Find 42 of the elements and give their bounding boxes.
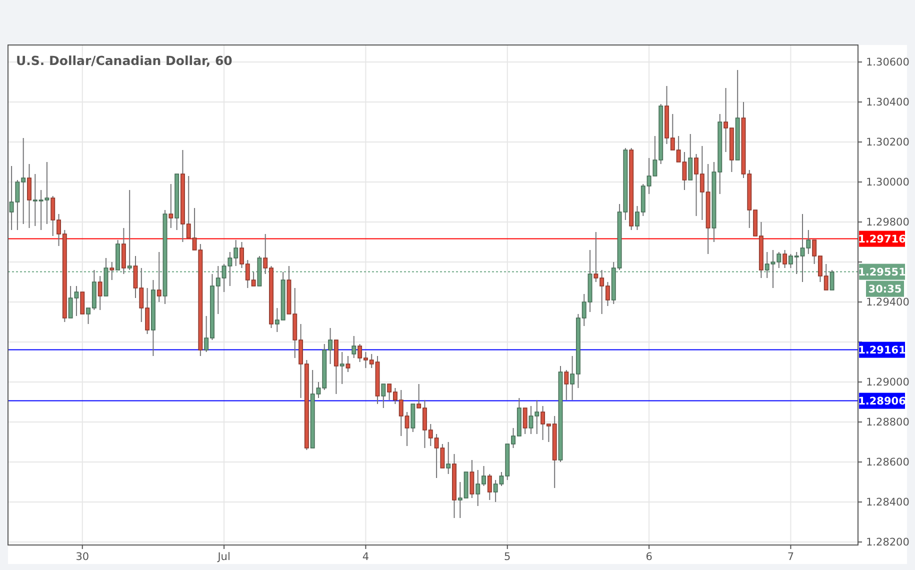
ref-line-label: 1.29161 — [858, 344, 906, 356]
candlestick — [346, 356, 350, 372]
y-tick-label: 1.28400 — [866, 496, 910, 509]
candlestick — [110, 262, 114, 280]
candlestick — [98, 276, 102, 310]
candlestick — [446, 442, 451, 474]
x-tick-label: 30 — [76, 551, 90, 563]
candlestick — [470, 460, 474, 498]
candlestick — [27, 164, 32, 228]
y-tick-label: 1.30200 — [866, 136, 910, 149]
candlestick — [564, 370, 569, 400]
x-tick-label: 4 — [362, 551, 370, 563]
x-tick-label: Jul — [216, 551, 230, 563]
candlestick — [782, 250, 788, 268]
candlestick — [487, 474, 492, 500]
ref-line-label: 1.29551 — [858, 266, 906, 278]
x-tick-label: 6 — [646, 551, 653, 563]
candlestick — [340, 352, 344, 384]
y-tick-label: 1.30600 — [866, 56, 910, 69]
y-tick-label: 1.29800 — [866, 216, 910, 229]
y-tick-label: 1.29000 — [866, 376, 910, 389]
y-tick-label: 1.29400 — [866, 296, 910, 309]
candlestick — [381, 384, 386, 408]
y-tick-label: 1.30400 — [866, 96, 910, 109]
candlestick — [156, 252, 162, 302]
y-tick-label: 1.28600 — [866, 456, 910, 469]
candlestick — [410, 404, 416, 432]
x-tick-label: 7 — [787, 551, 794, 563]
y-tick-label: 1.28800 — [866, 416, 910, 429]
candlestick — [121, 228, 126, 274]
candlestick — [80, 292, 85, 314]
candlestick — [168, 184, 174, 228]
candlestick — [352, 336, 356, 358]
ref-line-label: 1.28906 — [858, 395, 906, 408]
candlestick — [688, 134, 693, 180]
x-tick-label: 5 — [504, 551, 511, 563]
candlestick — [522, 408, 528, 434]
text: 30:35 — [868, 283, 902, 296]
y-tick-label: 1.28200 — [866, 536, 910, 549]
text: U.S. Dollar/Canadian Dollar, 60 — [16, 53, 233, 68]
y-tick-label: 1.30000 — [866, 176, 910, 189]
ref-line-label: 1.29716 — [858, 233, 906, 246]
